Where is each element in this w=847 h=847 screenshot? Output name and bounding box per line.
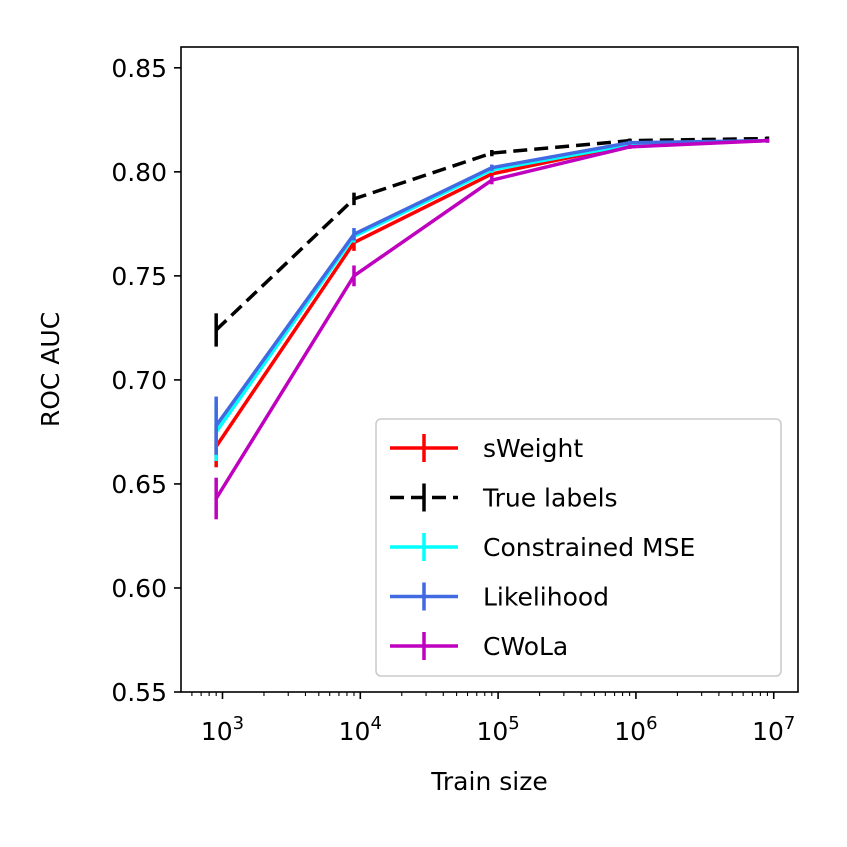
plot-frame [180, 46, 799, 693]
legend: sWeight True labels Constrained MSE Likelih… [375, 418, 782, 677]
legend-entry-cwola: CWoLa [390, 632, 568, 661]
legend-entry-true-labels: True labels [390, 483, 618, 513]
legend-box [375, 418, 782, 677]
y-axis-label: ROC AUC [36, 312, 65, 427]
legend-entry-likelihood: Likelihood [390, 582, 609, 612]
series-cwola [214, 138, 770, 520]
x-axis-label: Train size [430, 767, 547, 796]
series-line-sweight [214, 138, 770, 449]
legend-label: sWeight [483, 434, 583, 463]
plot-marks [214, 136, 770, 520]
x-tick-label: 104 [339, 713, 382, 746]
series-sweight [214, 138, 770, 468]
series-constrained-mse [214, 138, 770, 462]
x-tick-label: 105 [476, 713, 519, 746]
legend-label: True labels [482, 484, 618, 513]
x-tick-label: 106 [614, 713, 657, 746]
legend-entry-constrained-mse: Constrained MSE [390, 533, 695, 562]
series-line-constrained-mse [214, 138, 770, 434]
legend-entry-sweight: sWeight [390, 434, 583, 463]
series-likelihood [214, 138, 770, 455]
y-tick-label: 0.75 [111, 262, 167, 291]
x-tick-label: 107 [752, 713, 795, 746]
y-tick-label: 0.80 [111, 158, 167, 187]
legend-label: Constrained MSE [483, 533, 695, 562]
x-tick-label: 103 [201, 713, 244, 746]
legend-label: Likelihood [483, 583, 609, 612]
axes: 0.55 0.60 0.65 0.70 0.75 0.80 0.85 103 104 105 106… [36, 46, 799, 796]
y-tick-label: 0.85 [111, 54, 167, 83]
y-tick-label: 0.65 [111, 470, 167, 499]
y-tick-label: 0.55 [111, 678, 167, 707]
y-tick-label: 0.70 [111, 366, 167, 395]
y-tick-label: 0.60 [111, 574, 167, 603]
series-line-true-labels [214, 136, 768, 332]
legend-label: CWoLa [483, 632, 568, 661]
